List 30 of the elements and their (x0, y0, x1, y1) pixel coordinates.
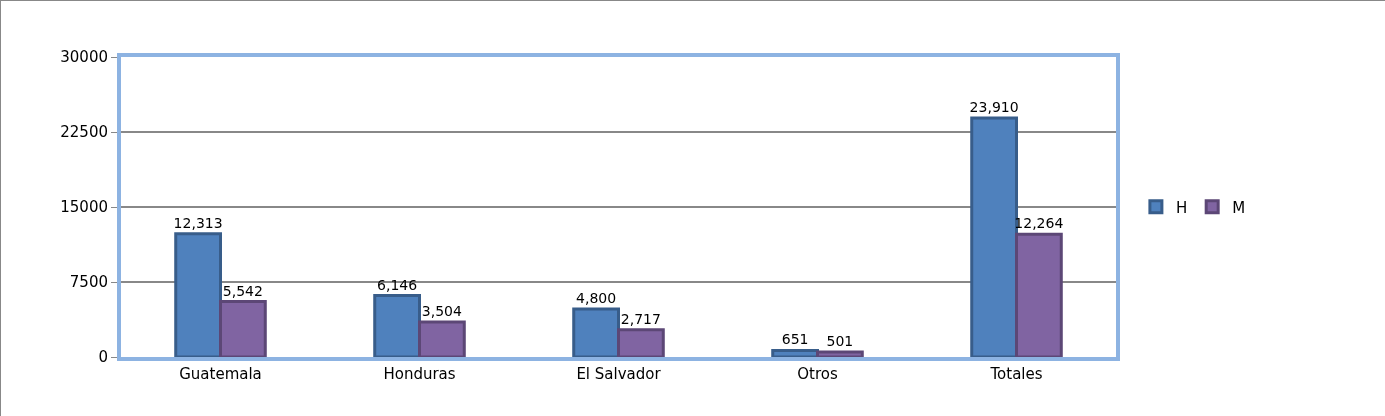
y-tick-label: 15000 (60, 198, 108, 217)
bar (816, 350, 864, 357)
legend-label: M (1232, 198, 1246, 217)
data-label: 4,800 (576, 290, 617, 306)
bar (373, 294, 421, 357)
x-tick-label: Totales (989, 365, 1043, 383)
bar (771, 348, 819, 357)
bar (572, 307, 620, 357)
bar (1015, 232, 1063, 357)
x-tick-label: El Salvador (576, 365, 662, 383)
y-tick-label: 0 (98, 348, 108, 367)
bar (219, 300, 267, 357)
data-label: 2,717 (620, 310, 661, 327)
y-tick-label: 7500 (69, 273, 108, 292)
bar (418, 320, 466, 357)
data-label: 5,542 (222, 282, 263, 299)
x-tick-label: Guatemala (179, 365, 262, 383)
bar (174, 232, 222, 357)
data-label: 3,504 (421, 302, 462, 319)
data-label: 6,146 (377, 276, 418, 293)
x-tick-label: Honduras (383, 365, 456, 383)
data-label: 651 (781, 331, 809, 348)
data-label: 12,313 (173, 214, 223, 231)
bar (617, 328, 665, 357)
legend-label: H (1175, 198, 1188, 217)
y-tick-label: 30000 (60, 48, 108, 67)
data-label: 23,910 (969, 98, 1019, 115)
data-label: 501 (826, 332, 854, 349)
y-tick-label: 22500 (60, 123, 108, 142)
x-tick-label: Otros (797, 365, 838, 383)
